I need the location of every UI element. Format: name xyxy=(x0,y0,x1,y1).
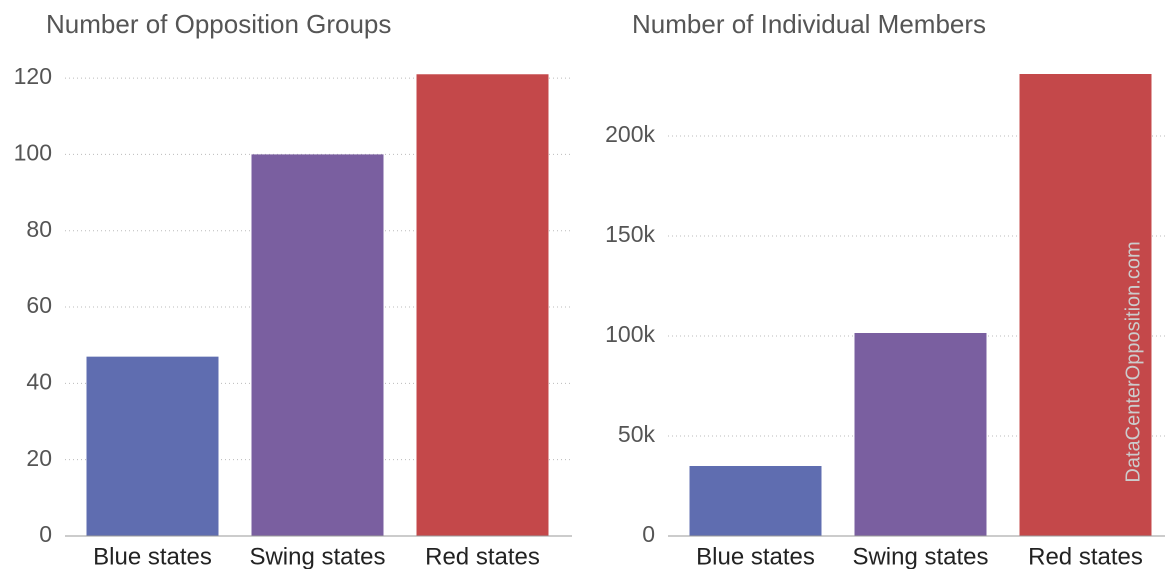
y-tick-label: 100 xyxy=(14,139,52,165)
bar xyxy=(1019,74,1152,536)
chart-title: Number of Opposition Groups xyxy=(46,9,391,39)
y-tick-label: 0 xyxy=(39,521,52,547)
bar xyxy=(251,154,384,536)
bar xyxy=(689,466,822,536)
bar xyxy=(86,356,219,536)
y-tick-label: 80 xyxy=(26,216,52,242)
y-tick-label: 100k xyxy=(605,321,655,347)
y-tick-label: 150k xyxy=(605,221,655,247)
x-tick-label: Blue states xyxy=(93,543,212,569)
x-tick-label: Red states xyxy=(425,543,540,569)
y-tick-label: 40 xyxy=(26,368,52,394)
x-tick-label: Red states xyxy=(1028,543,1143,569)
y-tick-label: 20 xyxy=(26,445,52,471)
bar xyxy=(416,74,549,536)
y-tick-label: 50k xyxy=(618,421,656,447)
watermark: DataCenterOpposition.com xyxy=(1122,241,1144,482)
x-tick-label: Swing states xyxy=(249,543,385,569)
chart-title: Number of Individual Members xyxy=(632,9,986,39)
y-tick-label: 120 xyxy=(14,63,52,89)
x-tick-label: Swing states xyxy=(852,543,988,569)
bar xyxy=(854,333,987,536)
y-tick-label: 60 xyxy=(26,292,52,318)
y-tick-label: 200k xyxy=(605,121,655,147)
y-tick-label: 0 xyxy=(642,521,655,547)
x-tick-label: Blue states xyxy=(696,543,815,569)
